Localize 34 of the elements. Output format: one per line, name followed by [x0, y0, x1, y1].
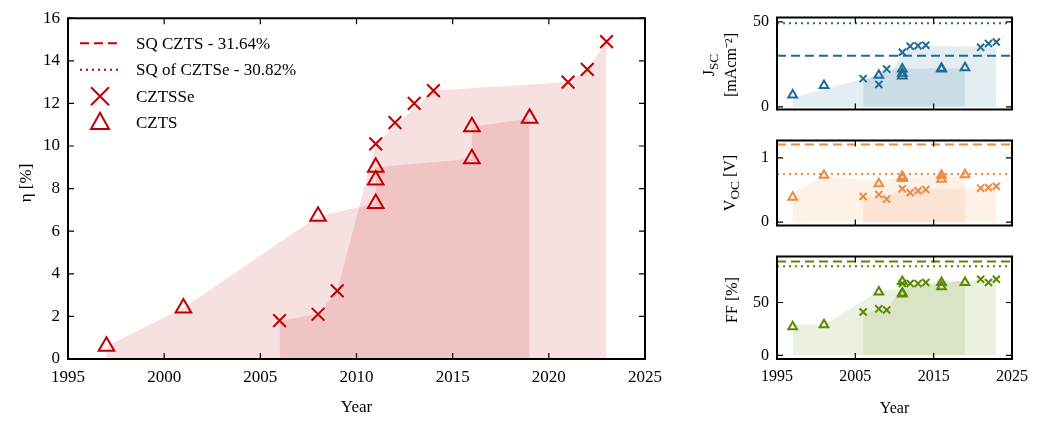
x-tick-label: 2025 [628, 366, 662, 386]
y-tick-label: 6 [51, 220, 60, 240]
y-tick-label: 12 [43, 92, 60, 112]
y-axis-title: FF [%] [723, 277, 741, 323]
y-tick-label: 0 [761, 345, 769, 363]
y-tick-label: 50 [753, 292, 769, 310]
x-tick-label: 2005 [243, 366, 278, 386]
y-tick-label: 50 [753, 12, 769, 30]
y-axis-title: η [%] [15, 162, 36, 205]
legend-label: CZTS [136, 113, 178, 133]
y-tick-label: 2 [51, 305, 60, 325]
x-tick-label: 1995 [761, 366, 793, 384]
y-tick-label: 4 [51, 263, 61, 283]
x-tick-label: 2015 [917, 366, 950, 384]
legend-label: CZTSSe [136, 86, 195, 106]
x-tick-label: 2020 [531, 366, 566, 386]
x-tick-label: 2015 [435, 366, 470, 386]
x-tick-label: 2005 [839, 366, 872, 384]
x-axis-title: Year [879, 398, 910, 416]
y-tick-label: 1 [761, 148, 769, 166]
legend-label: SQ CZTS - 31.64% [136, 33, 271, 53]
x-tick-label: 2025 [996, 366, 1028, 384]
y-tick-label: 0 [761, 97, 769, 115]
x-axis-title: Year [340, 397, 373, 417]
legend-label: SQ of CZTSe - 30.82% [136, 60, 297, 80]
y-tick-label: 16 [43, 7, 60, 27]
x-tick-label: 2000 [147, 366, 182, 386]
x-tick-label: 2010 [339, 366, 374, 386]
y-tick-label: 0 [761, 212, 769, 230]
y-tick-label: 10 [43, 135, 60, 155]
y-tick-label: 8 [51, 178, 60, 198]
x-tick-label: 1995 [51, 366, 85, 386]
y-tick-label: 0 [51, 348, 60, 368]
y-tick-label: 14 [43, 50, 61, 70]
